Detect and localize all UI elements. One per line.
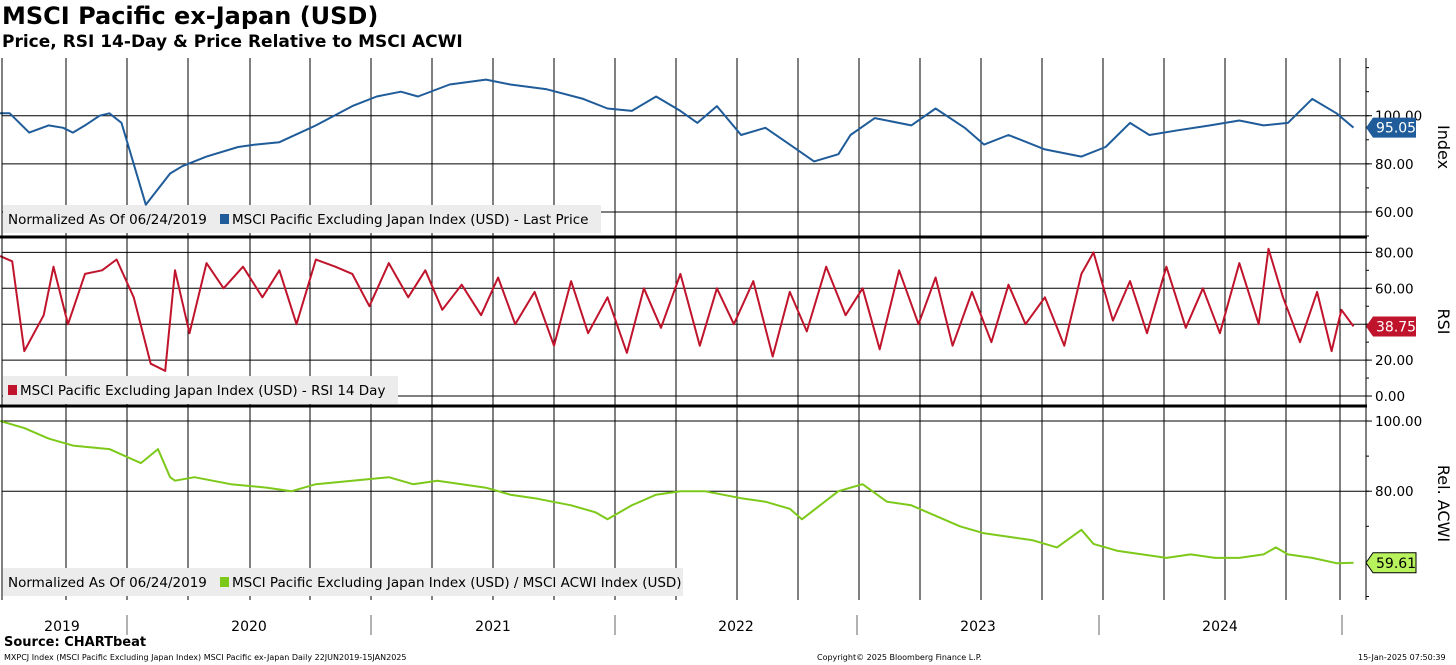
source-note: Source: CHARTbeat — [4, 635, 147, 650]
legend-label-price: MSCI Pacific Excluding Japan Index (USD)… — [232, 212, 588, 228]
legend-normalized-rel: Normalized As Of 06/24/2019 — [8, 575, 207, 591]
last-value-label-price: 95.05 — [1376, 121, 1416, 137]
x-tick-label-2020: 2020 — [231, 619, 267, 635]
last-value-badge-rel — [1365, 552, 1417, 574]
footer-timestamp: 15-Jan-2025 07:50:39 — [1358, 653, 1446, 662]
last-value-badge-price — [1366, 117, 1416, 138]
last-value-label-rel: 59.61 — [1376, 556, 1416, 572]
y-tick-label-rsi-4: 0.00 — [1375, 389, 1405, 405]
footer-ticker-info: MXPCJ Index (MSCI Pacific Excluding Japa… — [4, 653, 407, 662]
x-tick-label-2023: 2023 — [960, 619, 996, 635]
legend-box-rsi — [3, 376, 398, 404]
series-line-rsi — [0, 247, 1355, 372]
y-axis-title-price: Index — [1434, 125, 1453, 169]
y-tick-label-price-2: 60.00 — [1375, 205, 1414, 221]
y-tick-label-rsi-0: 80.00 — [1375, 245, 1414, 261]
footer-copyright: Copyright© 2025 Bloomberg Finance L.P. — [817, 653, 982, 662]
chart-subtitle: Price, RSI 14-Day & Price Relative to MS… — [2, 32, 463, 52]
legend-swatch-price — [220, 214, 229, 224]
legend-label-rel: MSCI Pacific Excluding Japan Index (USD)… — [232, 575, 682, 591]
y-axis-title-rsi: RSI — [1434, 309, 1453, 335]
y-tick-label-price-1: 80.00 — [1375, 157, 1414, 173]
x-tick-label-2021: 2021 — [475, 619, 511, 635]
last-value-badge-rsi — [1366, 316, 1416, 337]
series-line-rel — [0, 420, 1354, 565]
y-axis-title-rel: Rel. ACWI — [1434, 465, 1453, 542]
legend-label-rsi: MSCI Pacific Excluding Japan Index (USD)… — [20, 383, 385, 399]
legend-normalized-price: Normalized As Of 06/24/2019 — [8, 212, 207, 228]
chart-title: MSCI Pacific ex-Japan (USD) — [2, 2, 379, 30]
y-tick-label-rsi-1: 60.00 — [1375, 281, 1414, 297]
legend-box-rel — [3, 568, 683, 596]
y-tick-label-rsi-3: 20.00 — [1375, 353, 1414, 369]
legend-swatch-rel — [220, 577, 229, 587]
x-tick-label-2022: 2022 — [718, 619, 754, 635]
x-tick-label-2019: 2019 — [44, 619, 80, 635]
y-tick-label-rel-1: 80.00 — [1375, 484, 1414, 500]
y-tick-label-rel-0: 100.00 — [1375, 414, 1422, 430]
legend-swatch-rsi — [8, 385, 17, 395]
legend-box-price — [3, 205, 601, 233]
x-tick-label-2024: 2024 — [1202, 619, 1238, 635]
last-value-label-rsi: 38.75 — [1376, 319, 1416, 335]
series-line-price — [0, 78, 1355, 206]
